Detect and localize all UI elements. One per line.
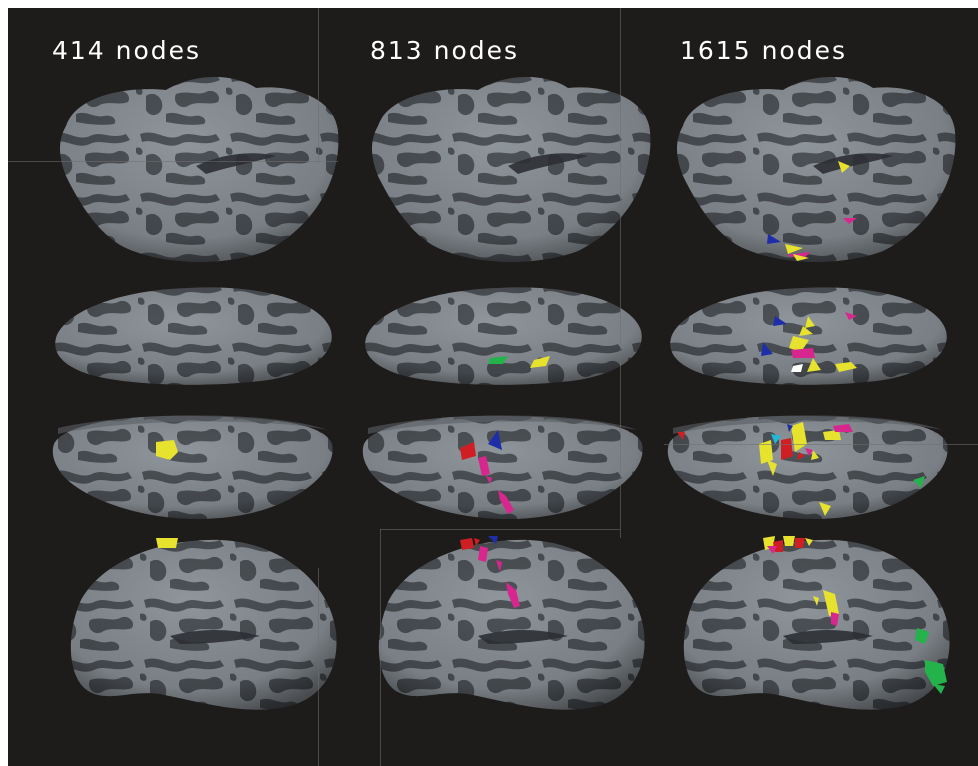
brain-414-lateral-bottom <box>50 532 340 712</box>
highlight-blue <box>488 536 498 544</box>
highlight-magenta <box>767 546 777 554</box>
highlight-magenta <box>498 490 514 514</box>
highlight-yellow <box>530 356 550 368</box>
highlight-yellow <box>805 538 813 546</box>
guide-line <box>318 8 319 163</box>
highlight-yellow <box>156 440 178 460</box>
highlight-yellow <box>813 596 819 606</box>
highlight-magenta <box>843 218 857 224</box>
guide-line <box>620 8 621 538</box>
highlight-yellow <box>838 161 850 173</box>
column-title-1615: 1615 nodes <box>680 36 847 65</box>
brain-813-ventral <box>358 276 648 386</box>
guide-line <box>8 161 338 162</box>
highlight-green <box>488 356 508 364</box>
highlight-white <box>791 364 803 372</box>
guide-line <box>664 444 978 445</box>
brain-1615-ventral <box>663 276 953 386</box>
highlight-magenta <box>845 312 857 320</box>
highlight-cyan <box>771 434 781 444</box>
highlight-magenta <box>486 476 492 484</box>
highlight-yellow <box>807 358 821 372</box>
highlight-red <box>781 438 793 460</box>
guide-line <box>380 529 381 766</box>
brain-1615-lateral-bottom <box>663 532 953 712</box>
highlight-magenta <box>833 424 853 432</box>
brain-414-ventral <box>48 276 338 386</box>
highlight-magenta <box>478 546 488 562</box>
highlight-magenta <box>496 560 502 572</box>
brain-1615-dorsal <box>663 404 953 524</box>
highlight-red <box>795 538 805 548</box>
highlight-green <box>913 476 925 488</box>
highlight-blue <box>761 342 773 356</box>
brain-813-dorsal <box>358 404 648 524</box>
highlight-yellow <box>819 502 831 516</box>
highlight-yellow <box>799 326 813 336</box>
highlight-yellow <box>811 450 819 460</box>
highlight-yellow <box>823 590 839 616</box>
highlight-red <box>460 442 476 460</box>
highlight-yellow <box>835 362 857 372</box>
highlight-magenta <box>506 582 520 608</box>
highlight-yellow <box>805 316 815 328</box>
column-title-414: 414 nodes <box>52 36 202 65</box>
highlight-magenta <box>805 448 813 456</box>
highlight-yellow <box>823 430 841 440</box>
highlight-blue <box>767 234 781 244</box>
highlight-magenta <box>478 456 490 476</box>
brain-813-lateral-bottom <box>358 532 648 712</box>
highlight-green <box>915 628 929 644</box>
brain-414-dorsal <box>48 404 338 524</box>
highlight-yellow <box>789 336 809 352</box>
highlight-blue <box>787 424 793 432</box>
highlight-yellow <box>785 244 803 254</box>
highlight-blue <box>773 316 787 326</box>
highlight-red <box>797 452 805 460</box>
highlight-blue <box>488 430 502 450</box>
highlight-green <box>933 684 945 694</box>
highlight-magenta <box>831 612 839 626</box>
highlight-yellow <box>793 254 809 261</box>
highlight-yellow <box>156 538 178 548</box>
highlight-green <box>925 660 947 686</box>
highlight-red <box>474 538 480 546</box>
highlight-yellow <box>783 536 795 546</box>
highlight-red <box>460 538 474 550</box>
highlight-red <box>677 432 685 440</box>
guide-line <box>380 529 620 530</box>
highlight-magenta <box>791 348 815 358</box>
guide-line <box>318 568 319 766</box>
brain-1615-lateral-top <box>663 66 963 266</box>
figure: 414 nodes 813 nodes 1615 nodes <box>8 8 978 766</box>
highlight-yellow <box>759 440 773 464</box>
brain-813-lateral-top <box>358 66 658 266</box>
brain-414-lateral-top <box>46 66 346 266</box>
highlight-yellow <box>767 460 777 476</box>
column-title-813: 813 nodes <box>370 36 520 65</box>
